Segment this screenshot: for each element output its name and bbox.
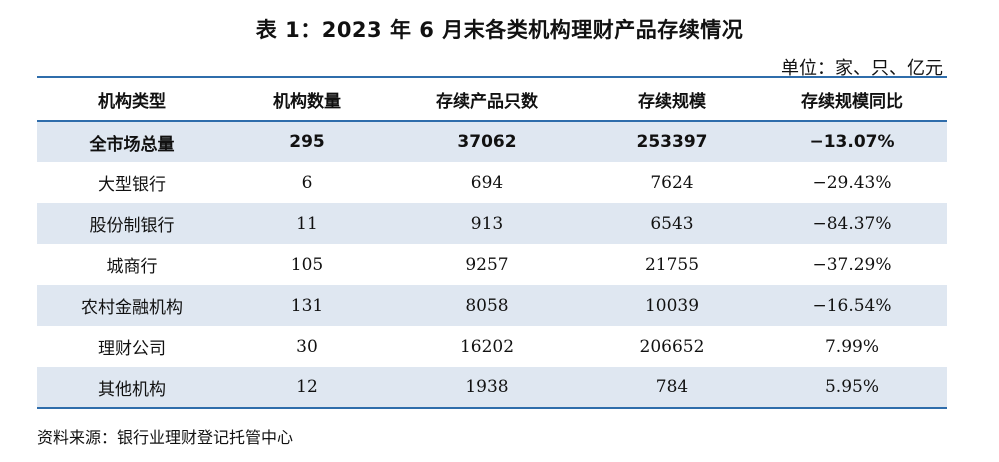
header-institution-type: 机构类型 <box>98 91 166 112</box>
header-row: 机构类型 机构数量 存续产品只数 存续规模 存续规模同比 <box>37 77 947 121</box>
header-scale-yoy: 存续规模同比 <box>801 91 903 112</box>
cell-type: 全市场总量 <box>89 134 175 155</box>
cell-count: 30 <box>296 336 318 357</box>
table-row: 大型银行 6 694 7624 −29.43% <box>37 162 947 203</box>
cell-type: 理财公司 <box>98 339 166 359</box>
cell-type: 大型银行 <box>98 175 166 195</box>
cell-scale: 253397 <box>636 132 708 152</box>
data-table-container: 机构类型 机构数量 存续产品只数 存续规模 存续规模同比 全市场总量 295 3… <box>37 76 947 409</box>
cell-yoy: 5.95% <box>824 377 879 397</box>
cell-yoy: −84.37% <box>812 213 892 234</box>
cell-type: 农村金融机构 <box>81 298 183 318</box>
table-row: 城商行 105 9257 21755 −37.29% <box>37 244 947 285</box>
cell-count: 131 <box>290 295 324 316</box>
cell-scale: 6543 <box>650 213 694 234</box>
cell-products: 37062 <box>457 132 517 152</box>
cell-count: 11 <box>296 213 318 234</box>
cell-count: 6 <box>301 172 313 193</box>
cell-type: 股份制银行 <box>89 216 175 236</box>
cell-count: 105 <box>290 254 324 275</box>
cell-type: 其他机构 <box>98 379 166 400</box>
cell-yoy: −37.29% <box>812 254 892 275</box>
table-row: 理财公司 30 16202 206652 7.99% <box>37 326 947 367</box>
cell-yoy: −29.43% <box>812 172 892 193</box>
cell-products: 913 <box>470 213 504 234</box>
table-row: 农村金融机构 131 8058 10039 −16.54% <box>37 285 947 326</box>
source-note: 资料来源：银行业理财登记托管中心 <box>37 428 294 447</box>
cell-type: 城商行 <box>106 257 158 277</box>
cell-products: 8058 <box>465 295 509 316</box>
cell-scale: 10039 <box>644 295 700 316</box>
cell-products: 694 <box>470 172 504 193</box>
cell-products: 16202 <box>459 336 515 357</box>
cell-yoy: −13.07% <box>809 132 895 152</box>
unit-label: 单位：家、只、亿元 <box>781 58 943 79</box>
cell-products: 9257 <box>465 254 509 275</box>
cell-yoy: 7.99% <box>824 336 879 357</box>
cell-count: 295 <box>289 132 325 152</box>
cell-products: 1938 <box>465 377 509 397</box>
cell-scale: 21755 <box>644 254 700 275</box>
data-table: 机构类型 机构数量 存续产品只数 存续规模 存续规模同比 全市场总量 295 3… <box>37 76 947 409</box>
table-row: 其他机构 12 1938 784 5.95% <box>37 367 947 408</box>
table-row-total: 全市场总量 295 37062 253397 −13.07% <box>37 121 947 162</box>
cell-scale: 7624 <box>650 172 694 193</box>
header-institution-count: 机构数量 <box>273 91 341 112</box>
header-product-count: 存续产品只数 <box>436 91 538 112</box>
table-title: 表 1：2023 年 6 月末各类机构理财产品存续情况 <box>255 18 744 42</box>
cell-scale: 206652 <box>639 336 705 357</box>
table-row: 股份制银行 11 913 6543 −84.37% <box>37 203 947 244</box>
cell-count: 12 <box>296 377 318 397</box>
header-scale: 存续规模 <box>638 91 706 112</box>
cell-yoy: −16.54% <box>812 295 892 316</box>
cell-scale: 784 <box>655 377 689 397</box>
